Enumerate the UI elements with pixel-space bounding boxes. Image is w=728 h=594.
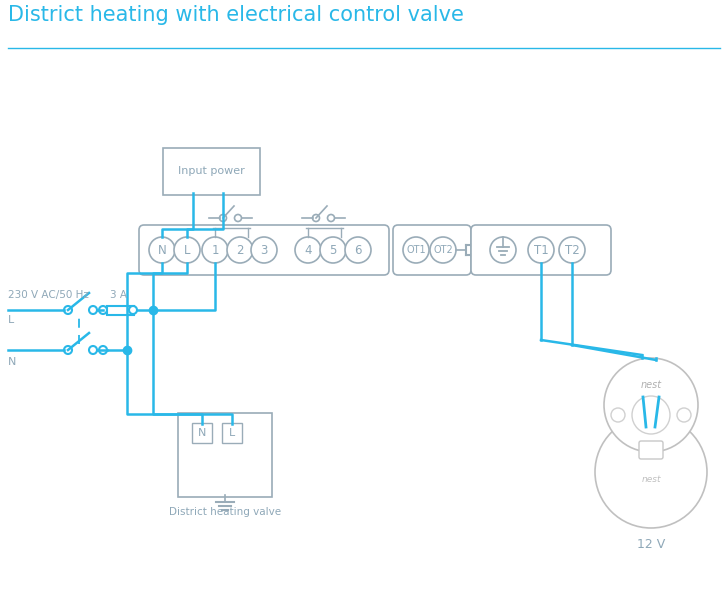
Text: T2: T2 [565,244,579,257]
Text: L: L [183,244,190,257]
Text: 6: 6 [355,244,362,257]
Text: 230 V AC/50 Hz: 230 V AC/50 Hz [8,290,89,300]
Text: Input power: Input power [178,166,245,176]
FancyBboxPatch shape [471,225,611,275]
Text: L: L [8,315,15,325]
Text: 3 A: 3 A [109,290,127,300]
Circle shape [99,346,107,354]
FancyBboxPatch shape [222,423,242,443]
Circle shape [490,237,516,263]
Text: 3: 3 [261,244,268,257]
Circle shape [295,237,321,263]
Circle shape [251,237,277,263]
FancyBboxPatch shape [139,225,389,275]
Text: OT1: OT1 [406,245,426,255]
FancyBboxPatch shape [178,413,272,497]
Circle shape [64,306,72,314]
Circle shape [220,214,226,222]
Text: nest: nest [641,380,662,390]
Circle shape [174,237,200,263]
Circle shape [611,408,625,422]
Circle shape [227,237,253,263]
FancyBboxPatch shape [192,423,212,443]
Circle shape [430,237,456,263]
Circle shape [129,306,137,314]
Text: 4: 4 [304,244,312,257]
Circle shape [403,237,429,263]
Text: District heating valve: District heating valve [169,507,281,517]
Text: L: L [229,428,235,438]
Circle shape [202,237,228,263]
Circle shape [312,214,320,222]
Circle shape [328,214,334,222]
Circle shape [234,214,242,222]
FancyBboxPatch shape [163,148,260,195]
Text: 2: 2 [237,244,244,257]
Text: 12 V: 12 V [637,539,665,551]
Circle shape [595,416,707,528]
Circle shape [604,358,698,452]
Circle shape [149,237,175,263]
Circle shape [528,237,554,263]
Text: T1: T1 [534,244,548,257]
Circle shape [99,306,107,314]
Circle shape [559,237,585,263]
Text: N: N [8,357,16,367]
FancyBboxPatch shape [639,441,663,459]
Text: OT2: OT2 [433,245,453,255]
Text: N: N [198,428,206,438]
Text: 1: 1 [211,244,218,257]
Text: nest: nest [641,476,661,485]
Circle shape [64,346,72,354]
FancyBboxPatch shape [393,225,471,275]
Circle shape [89,346,97,354]
Circle shape [677,408,691,422]
FancyBboxPatch shape [106,305,133,314]
Circle shape [320,237,346,263]
Circle shape [632,396,670,434]
Text: N: N [158,244,167,257]
Circle shape [89,306,97,314]
Text: District heating with electrical control valve: District heating with electrical control… [8,5,464,25]
Text: 5: 5 [329,244,336,257]
Circle shape [345,237,371,263]
